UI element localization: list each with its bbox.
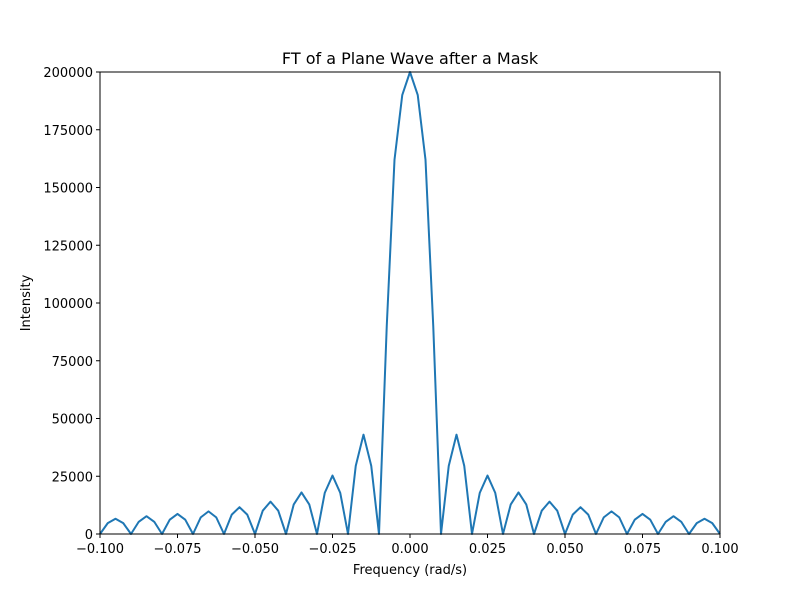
y-tick-label: 200000: [43, 66, 93, 81]
y-axis-label: Intensity: [19, 274, 34, 331]
x-tick-label: 0.000: [391, 542, 428, 557]
y-axis: 0 25000 50000 75000 100000 125000 150000 175000…: [43, 66, 100, 543]
x-tick-label: 0.025: [469, 542, 506, 557]
x-tick-label: −0.075: [153, 542, 201, 557]
y-tick-label: 25000: [52, 470, 93, 485]
y-tick-label: 0: [85, 528, 93, 543]
x-tick-label: −0.100: [76, 542, 124, 557]
plot-area: [99, 71, 721, 535]
y-tick-label: 50000: [52, 413, 93, 428]
x-axis-label: Frequency (rad/s): [353, 563, 467, 578]
x-tick-label: −0.050: [231, 542, 279, 557]
y-tick-label: 150000: [43, 182, 93, 197]
y-tick-label: 125000: [43, 239, 93, 254]
series-line-0: [99, 71, 721, 535]
y-tick-label: 75000: [52, 355, 93, 370]
y-tick-label: 100000: [43, 297, 93, 312]
y-tick-label: 175000: [43, 124, 93, 139]
x-tick-label: 0.100: [701, 542, 738, 557]
x-axis: −0.100 −0.075 −0.050 −0.025 0.000 0.025 0.050 0…: [76, 534, 739, 557]
x-tick-label: 0.075: [624, 542, 661, 557]
plot-frame: [99, 71, 721, 535]
x-tick-label: 0.050: [546, 542, 583, 557]
x-tick-label: −0.025: [308, 542, 356, 557]
chart-title: FT of a Plane Wave after a Mask: [282, 49, 539, 68]
